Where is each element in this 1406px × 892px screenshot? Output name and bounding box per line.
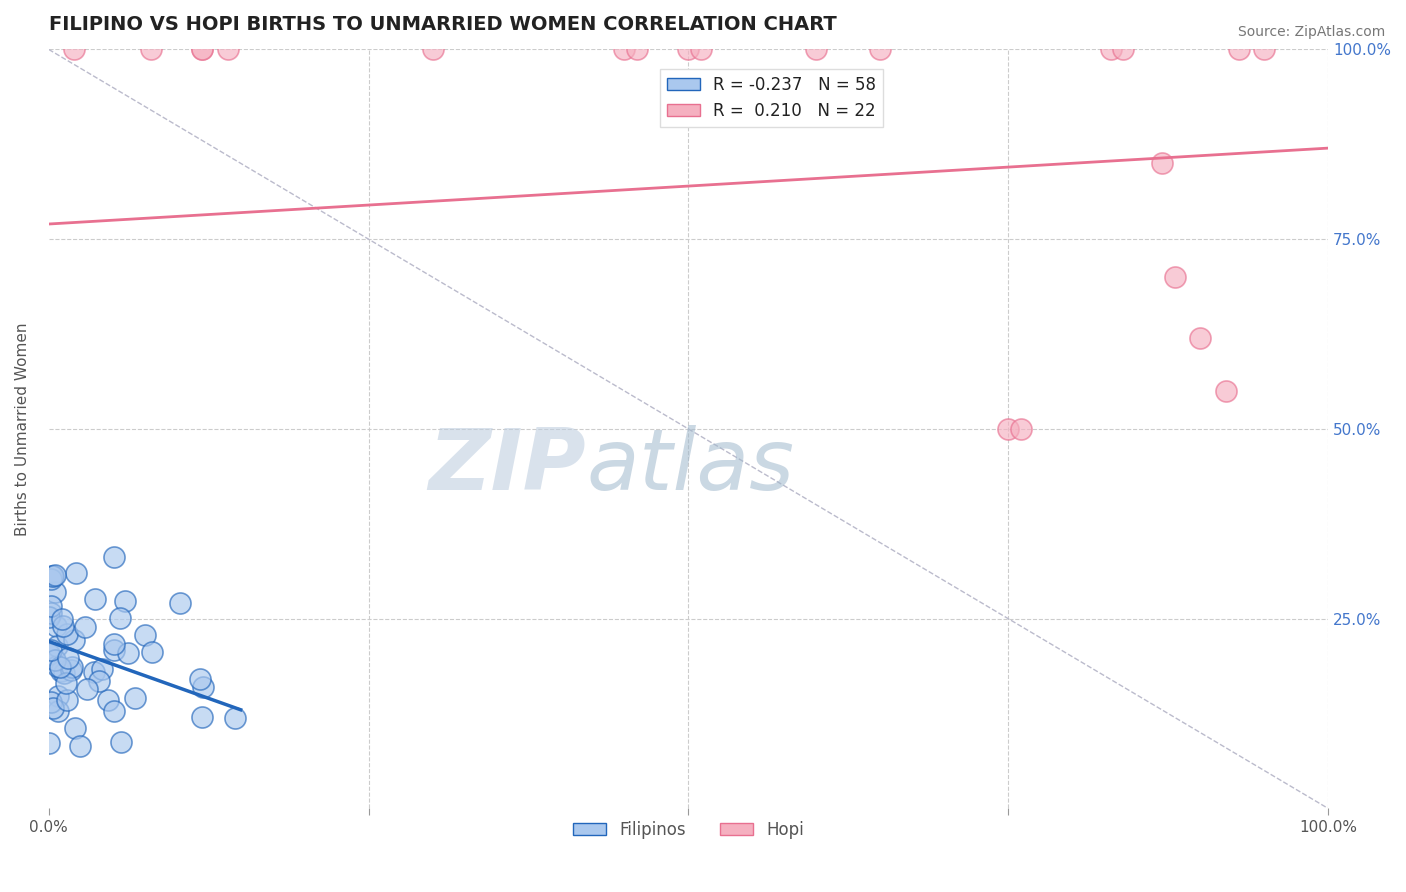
Point bbox=[1163, 270, 1185, 285]
Point bbox=[60, 663, 83, 677]
Point bbox=[1189, 331, 1212, 345]
Point bbox=[139, 42, 162, 56]
Point bbox=[91, 662, 114, 676]
Point bbox=[1099, 42, 1122, 56]
Point bbox=[51, 612, 73, 626]
Point bbox=[103, 549, 125, 564]
Point bbox=[44, 568, 66, 582]
Point bbox=[41, 695, 63, 709]
Point bbox=[49, 664, 72, 678]
Point bbox=[44, 653, 66, 667]
Point bbox=[678, 42, 700, 56]
Point bbox=[806, 42, 828, 56]
Point bbox=[103, 704, 125, 718]
Point bbox=[191, 42, 214, 56]
Text: ZIP: ZIP bbox=[429, 425, 586, 508]
Point bbox=[690, 42, 713, 56]
Point bbox=[49, 660, 72, 674]
Text: atlas: atlas bbox=[586, 425, 794, 508]
Point bbox=[38, 647, 60, 661]
Point bbox=[63, 721, 86, 735]
Point bbox=[114, 594, 136, 608]
Point bbox=[87, 673, 110, 688]
Point bbox=[1215, 384, 1237, 398]
Point bbox=[41, 569, 63, 583]
Point bbox=[141, 645, 163, 659]
Point bbox=[38, 610, 60, 624]
Point bbox=[224, 711, 246, 725]
Point bbox=[60, 659, 83, 673]
Point bbox=[39, 607, 62, 621]
Point bbox=[188, 672, 211, 686]
Point bbox=[45, 619, 67, 633]
Point bbox=[422, 42, 444, 56]
Point bbox=[45, 659, 67, 673]
Point bbox=[42, 569, 65, 583]
Point bbox=[56, 650, 79, 665]
Point bbox=[110, 734, 132, 748]
Point bbox=[134, 628, 156, 642]
Point bbox=[39, 572, 62, 586]
Point bbox=[63, 42, 86, 56]
Point bbox=[53, 665, 76, 680]
Point bbox=[1227, 42, 1250, 56]
Point bbox=[613, 42, 636, 56]
Text: Source: ZipAtlas.com: Source: ZipAtlas.com bbox=[1237, 25, 1385, 39]
Point bbox=[1150, 156, 1173, 170]
Point bbox=[169, 596, 191, 610]
Point bbox=[52, 619, 75, 633]
Point bbox=[193, 680, 215, 694]
Point bbox=[117, 646, 139, 660]
Point bbox=[39, 643, 62, 657]
Point bbox=[69, 739, 91, 753]
Text: FILIPINO VS HOPI BIRTHS TO UNMARRIED WOMEN CORRELATION CHART: FILIPINO VS HOPI BIRTHS TO UNMARRIED WOM… bbox=[49, 15, 837, 34]
Point bbox=[48, 704, 70, 718]
Point bbox=[997, 422, 1019, 436]
Point bbox=[38, 647, 60, 661]
Point bbox=[217, 42, 239, 56]
Point bbox=[869, 42, 891, 56]
Point bbox=[63, 633, 86, 648]
Point bbox=[44, 585, 66, 599]
Point bbox=[84, 591, 107, 606]
Point bbox=[103, 637, 125, 651]
Point bbox=[76, 681, 98, 696]
Point bbox=[65, 566, 87, 581]
Point bbox=[55, 627, 77, 641]
Point bbox=[56, 693, 79, 707]
Point bbox=[46, 639, 69, 653]
Point bbox=[1112, 42, 1135, 56]
Point bbox=[103, 643, 125, 657]
Point bbox=[124, 690, 146, 705]
Legend: Filipinos, Hopi: Filipinos, Hopi bbox=[567, 814, 811, 846]
Point bbox=[626, 42, 648, 56]
Point bbox=[83, 665, 105, 680]
Point bbox=[1010, 422, 1032, 436]
Point bbox=[38, 736, 60, 750]
Point bbox=[191, 710, 214, 724]
Point bbox=[97, 693, 120, 707]
Point bbox=[55, 676, 77, 690]
Point bbox=[73, 620, 96, 634]
Point bbox=[42, 701, 65, 715]
Point bbox=[46, 689, 69, 703]
Point bbox=[191, 42, 214, 56]
Y-axis label: Births to Unmarried Women: Births to Unmarried Women bbox=[15, 322, 30, 536]
Point bbox=[108, 611, 131, 625]
Point bbox=[1253, 42, 1275, 56]
Point bbox=[39, 599, 62, 613]
